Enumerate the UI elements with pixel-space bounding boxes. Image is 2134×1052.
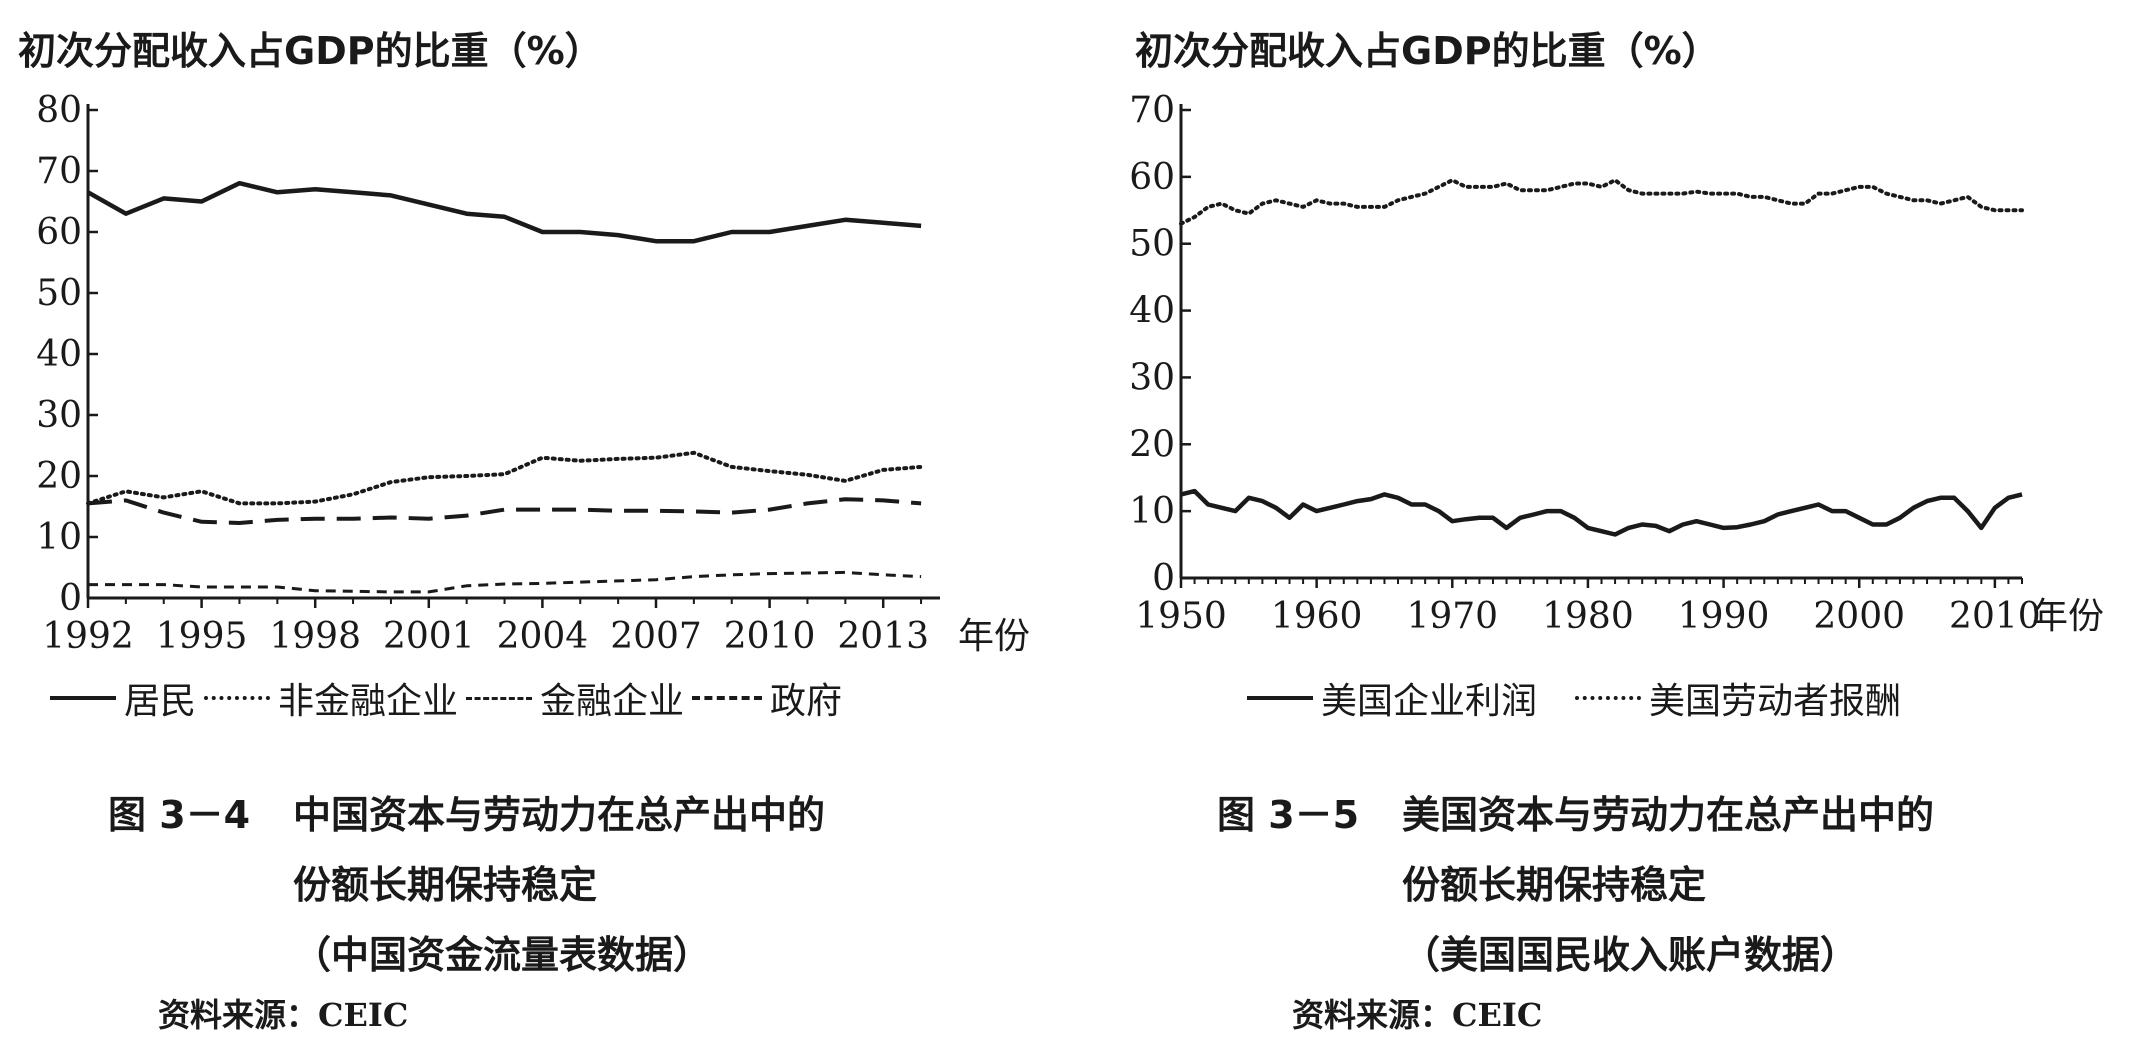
x-tick-label: 2001: [383, 616, 475, 657]
y-tick-label: 10: [36, 517, 82, 558]
caption-line: 份额长期保持稳定: [293, 863, 598, 907]
y-tick-label: 80: [36, 90, 82, 131]
x-axis-label: 年份: [2032, 596, 2104, 637]
y-tick-label: 50: [1129, 224, 1175, 265]
legend-item-zhengfu: 政府: [692, 672, 842, 724]
y-tick-label: 20: [1129, 424, 1175, 465]
series-line-2: [86, 450, 924, 506]
y-tick-label: 40: [36, 334, 82, 375]
caption-line: 份额长期保持稳定: [1402, 863, 1707, 907]
x-tick-label: 2007: [610, 616, 702, 657]
caption-line: 美国资本与劳动力在总产出中的: [1402, 793, 1935, 837]
legend-swatch-dashed: [466, 696, 533, 700]
y-tick-label: 0: [59, 578, 82, 619]
legend-swatch-solid: [1247, 696, 1313, 700]
source-note: 资料来源：CEIC: [1292, 996, 1543, 1034]
y-tick-label: 70: [1129, 90, 1175, 131]
legend-item-jinrong: 金融企业: [466, 672, 684, 724]
y-tick-label: 70: [36, 151, 82, 192]
x-tick-label: 1995: [156, 616, 248, 657]
series-line-1: [86, 180, 922, 244]
x-axis-label: 年份: [958, 616, 1030, 657]
legend-label-profit: 美国企业利润: [1321, 681, 1538, 722]
y-tick-label: 50: [36, 273, 82, 314]
y-tick-label: 0: [1152, 558, 1175, 599]
x-tick-label: 2004: [497, 616, 589, 657]
chart-1-legend: 居民 非金融企业 金融企业 政府: [50, 672, 850, 724]
x-tick-label: 1990: [1678, 596, 1770, 637]
caption-line: （中国资金流量表数据）: [293, 933, 712, 977]
y-tick-label: 20: [36, 456, 82, 497]
chart-1-plot: 0 10 20 30 40 50 60 70 80 1992 1995 1998 2001 2004 200…: [36, 90, 1030, 657]
x-tick-label: 1998: [269, 616, 361, 657]
chart-2-plot: 0 10 20 30 40 50 60 70 1950 1960 1970 1980 1990 2000 2…: [1129, 90, 2104, 637]
y-tick-label: 40: [1129, 291, 1175, 332]
figure-3-4-caption: 图 3－4 中国资本与劳动力在总产出中的 份额长期保持稳定 （中国资金流量表数据…: [108, 780, 825, 990]
series-line-2: [1179, 178, 2024, 226]
legend-item-feijinrong: 非金融企业: [204, 672, 458, 724]
legend-swatch-dotted: [204, 696, 271, 700]
caption-number: 图 3－4: [108, 793, 251, 837]
legend-swatch-solid: [50, 696, 116, 700]
x-tick-label: 1960: [1271, 596, 1363, 637]
chart-1-ylabel: 初次分配收入占GDP的比重（%）: [18, 29, 603, 73]
chart-2-ylabel: 初次分配收入占GDP的比重（%）: [1135, 29, 1720, 73]
source-note: 资料来源：CEIC: [158, 996, 409, 1034]
legend-swatch-dotted: [1575, 696, 1642, 700]
y-tick-label: 60: [1129, 157, 1175, 198]
legend-label-jumin: 居民: [124, 681, 197, 722]
y-tick-label: 60: [36, 212, 82, 253]
figure-3-5-panel: 初次分配收入占GDP的比重（%） 0 10 20 30 40 50 60 70 1950 1960…: [1067, 0, 2134, 1052]
series-line-1: [1180, 488, 2023, 537]
legend-swatch-longdash: [692, 696, 763, 700]
legend-label-feijinrong: 非金融企业: [278, 681, 459, 722]
legend-label-zhengfu: 政府: [770, 681, 843, 722]
chart-2-legend: 美国企业利润 美国劳动者报酬: [1247, 672, 1909, 724]
x-tick-label: 1980: [1542, 596, 1634, 637]
x-tick-label: 2010: [1949, 596, 2041, 637]
figure-3-5-caption: 图 3－5 美国资本与劳动力在总产出中的 份额长期保持稳定 （美国国民收入账户数…: [1217, 780, 1934, 990]
x-tick-label: 2000: [1813, 596, 1905, 637]
legend-label-jinrong: 金融企业: [540, 681, 685, 722]
x-tick-label: 1992: [42, 616, 134, 657]
x-tick-label: 1950: [1135, 596, 1227, 637]
caption-number: 图 3－5: [1217, 793, 1360, 837]
legend-item-profit: 美国企业利润: [1247, 672, 1537, 724]
y-tick-label: 10: [1129, 491, 1175, 532]
legend-item-labor: 美国劳动者报酬: [1575, 672, 1901, 724]
x-tick-label: 1970: [1406, 596, 1498, 637]
x-tick-label: 2013: [837, 616, 929, 657]
y-tick-label: 30: [1129, 357, 1175, 398]
series-line-3: [88, 570, 922, 594]
caption-line: （美国国民收入账户数据）: [1402, 933, 1859, 977]
legend-item-jumin: 居民: [50, 672, 196, 724]
y-tick-label: 30: [36, 395, 82, 436]
series-line-4: [87, 497, 922, 525]
figure-3-4-panel: 初次分配收入占GDP的比重（%） 0 10 20 30 40 50 60 70 80 1992 19…: [18, 29, 1030, 1034]
x-tick-label: 2010: [724, 616, 816, 657]
caption-line: 中国资本与劳动力在总产出中的: [293, 793, 826, 837]
legend-label-labor: 美国劳动者报酬: [1649, 681, 1902, 722]
